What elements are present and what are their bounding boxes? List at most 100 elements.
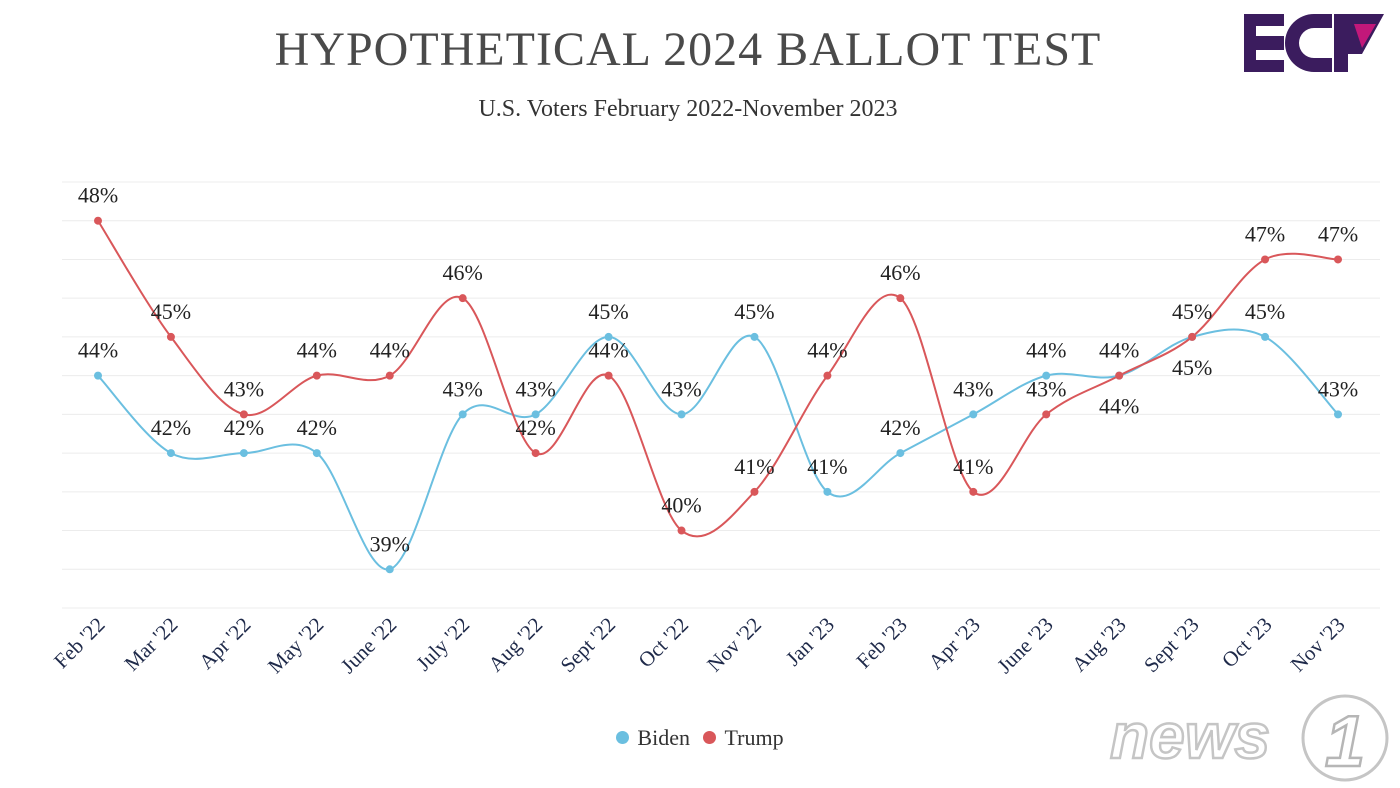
data-label-trump: 44% xyxy=(807,338,847,363)
legend: Biden Trump xyxy=(0,724,1400,751)
data-label-trump: 46% xyxy=(880,260,920,285)
data-label-biden: 45% xyxy=(1245,299,1285,324)
data-label-trump: 42% xyxy=(515,415,555,440)
data-label-trump: 45% xyxy=(151,299,191,324)
line-chart: Feb '22 Mar '22 Apr '22 May '22 June '22 July… xyxy=(49,181,1380,678)
x-tick-label: Nov '22 xyxy=(702,613,766,677)
data-point-biden xyxy=(677,410,686,419)
data-point-trump xyxy=(677,526,686,535)
data-label-trump: 41% xyxy=(953,454,993,479)
data-label-biden: 45% xyxy=(1172,355,1212,380)
data-label-biden: 45% xyxy=(588,299,628,324)
data-point-trump xyxy=(1115,371,1124,380)
ecp-logo xyxy=(1244,14,1384,72)
data-label-trump: 44% xyxy=(297,338,337,363)
data-point-biden xyxy=(385,565,394,574)
x-tick-label: July '22 xyxy=(411,613,474,676)
data-point-biden xyxy=(823,487,832,496)
data-label-trump: 40% xyxy=(661,493,701,518)
x-tick-label: Nov '23 xyxy=(1286,613,1350,677)
legend-marker-biden xyxy=(616,731,630,744)
data-point-trump xyxy=(312,371,321,380)
data-label-trump: 44% xyxy=(1099,394,1139,419)
data-point-biden xyxy=(458,410,467,419)
data-point-trump xyxy=(1334,255,1342,264)
x-tick-label: Apr '22 xyxy=(194,613,255,674)
data-point-biden xyxy=(604,332,613,341)
data-point-trump xyxy=(94,216,102,225)
x-tick-label: Oct '23 xyxy=(1217,613,1277,673)
data-label-trump: 45% xyxy=(1172,299,1212,324)
news1-watermark: news 1 xyxy=(1109,694,1389,783)
data-point-trump xyxy=(1188,332,1197,341)
data-label-biden: 43% xyxy=(1318,376,1358,401)
legend-label-trump: Trump xyxy=(724,724,784,750)
x-tick-label: Mar '22 xyxy=(120,613,183,676)
series-line-trump xyxy=(97,220,1339,538)
data-label-trump: 41% xyxy=(734,454,774,479)
x-tick-label: Oct '22 xyxy=(633,613,693,673)
data-point-trump xyxy=(385,371,394,380)
data-point-trump xyxy=(896,294,905,303)
x-tick-label: Sept '23 xyxy=(1139,613,1204,678)
data-label-trump: 47% xyxy=(1318,221,1358,246)
svg-text:1: 1 xyxy=(1325,702,1365,782)
data-point-trump xyxy=(1261,255,1270,264)
x-tick-label: Sept '22 xyxy=(556,613,621,678)
data-point-trump xyxy=(604,371,613,380)
data-point-biden xyxy=(312,449,321,458)
data-label-biden: 41% xyxy=(807,454,847,479)
data-label-trump: 44% xyxy=(588,338,628,363)
data-point-trump xyxy=(750,487,759,496)
data-point-biden xyxy=(531,410,540,419)
data-point-trump xyxy=(969,487,978,496)
x-tick-label: Feb '23 xyxy=(851,613,911,673)
data-label-biden: 42% xyxy=(880,415,920,440)
data-point-trump xyxy=(166,332,175,341)
x-tick-label: June '23 xyxy=(992,613,1057,678)
data-label-biden: 42% xyxy=(151,415,191,440)
x-tick-label: May '22 xyxy=(263,613,328,678)
x-tick-label: Feb '22 xyxy=(49,613,109,673)
x-tick-label: June '22 xyxy=(336,613,401,678)
x-tick-label: Apr '23 xyxy=(924,613,985,674)
data-point-biden xyxy=(750,332,759,341)
chart-subtitle: U.S. Voters February 2022-November 2023 xyxy=(478,96,898,122)
x-tick-label: Aug '23 xyxy=(1067,613,1131,677)
legend-marker-trump xyxy=(703,731,717,744)
data-label-biden: 44% xyxy=(78,338,118,363)
data-label-biden: 42% xyxy=(297,415,337,440)
data-label-trump: 43% xyxy=(1026,376,1066,401)
series-line-biden xyxy=(97,328,1339,571)
data-label-trump: 43% xyxy=(224,376,264,401)
x-tick-label: Jan '23 xyxy=(781,613,839,671)
data-point-biden xyxy=(969,410,978,419)
data-point-biden xyxy=(1261,332,1270,341)
data-label-biden: 44% xyxy=(1099,338,1139,363)
data-point-trump xyxy=(458,294,467,303)
data-label-biden: 43% xyxy=(953,376,993,401)
data-label-biden: 44% xyxy=(1026,338,1066,363)
data-point-trump xyxy=(1042,410,1051,419)
data-label-biden: 43% xyxy=(443,376,483,401)
data-point-trump xyxy=(239,410,248,419)
data-label-biden: 43% xyxy=(661,376,701,401)
data-point-biden xyxy=(1334,410,1342,419)
data-point-biden xyxy=(1042,371,1051,380)
legend-item-biden: Biden xyxy=(616,725,690,751)
data-label-trump: 44% xyxy=(370,338,410,363)
watermark-text: news xyxy=(1110,700,1270,772)
legend-label-biden: Biden xyxy=(637,724,690,750)
x-tick-label: Aug '22 xyxy=(483,613,547,677)
chart-title: HYPOTHETICAL 2024 BALLOT TEST xyxy=(274,23,1102,76)
data-label-biden: 43% xyxy=(515,376,555,401)
data-point-biden xyxy=(94,371,102,380)
data-label-biden: 42% xyxy=(224,415,264,440)
data-point-biden xyxy=(896,449,905,458)
data-label-trump: 48% xyxy=(78,183,118,208)
data-label-trump: 47% xyxy=(1245,221,1285,246)
data-label-biden: 39% xyxy=(370,531,410,556)
data-point-biden xyxy=(166,449,175,458)
data-point-trump xyxy=(823,371,832,380)
data-point-biden xyxy=(239,449,248,458)
